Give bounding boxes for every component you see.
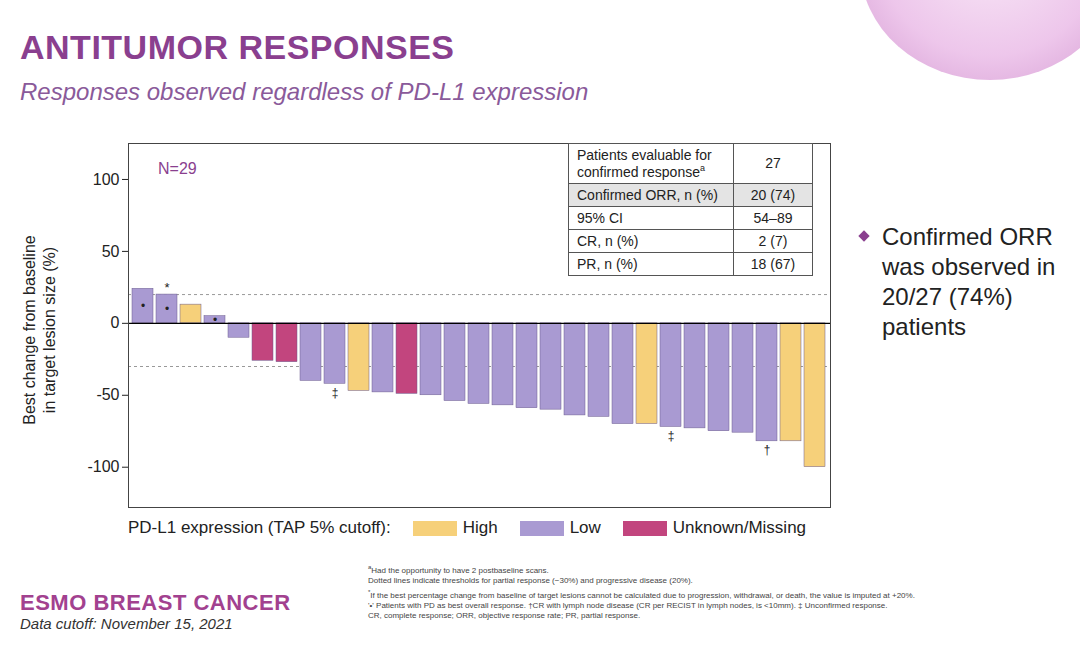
- svg-text:‡: ‡: [332, 386, 339, 400]
- html-text:Confirmed ORR, n (%): Confirmed ORR, n (%): [577, 186, 718, 203]
- svg-text:-50: -50: [96, 386, 119, 403]
- svg-text:-100: -100: [87, 458, 119, 475]
- html-text:Confirmed ORR was observed in: Confirmed ORR was observed in 20/27 (74%…: [882, 223, 1056, 340]
- html-text:PR, n (%): PR, n (%): [577, 255, 638, 272]
- html-text:Dotted lines indicate threshol: Dotted lines indicate thresholds for par…: [368, 576, 693, 586]
- html-text:27: 27: [765, 155, 781, 172]
- svg-text:•: •: [213, 313, 217, 327]
- html-text:High: High: [462, 518, 498, 537]
- html-text:Patients evaluable for confirm: Patients evaluable for confirmed respons…: [577, 147, 712, 180]
- svg-text:*: *: [164, 280, 169, 295]
- svg-text:0: 0: [111, 314, 120, 331]
- svg-text:•: •: [165, 302, 169, 316]
- html-text:aHad the opportunity to have 2: aHad the opportunity to have 2 postbasel…: [368, 564, 549, 575]
- html-text:ESMO BREAST CANCER: ESMO BREAST CANCER: [20, 590, 291, 615]
- html-text:95% CI: 95% CI: [577, 209, 623, 226]
- html-text:Responses observed regardless: Responses observed regardless of PD-L1 e…: [20, 78, 589, 105]
- html-text:54–89: 54–89: [753, 209, 793, 226]
- svg-text:‡: ‡: [668, 429, 675, 443]
- html-text:Best change from baseline: Best change from baseline: [21, 235, 38, 425]
- html-text:Low: Low: [569, 518, 601, 537]
- svg-text:100: 100: [93, 171, 120, 188]
- svg-text:50: 50: [102, 243, 120, 260]
- html-text:PD-L1 expression (TAP 5% cutof: PD-L1 expression (TAP 5% cutoff):: [128, 518, 391, 537]
- html-text:Data cutoff: November 15, 2021: Data cutoff: November 15, 2021: [20, 615, 233, 632]
- html-text:ANTITUMOR RESPONSES: ANTITUMOR RESPONSES: [20, 28, 455, 66]
- html-text:18 (67): 18 (67): [750, 255, 796, 272]
- html-text:20 (74): 20 (74): [750, 186, 796, 203]
- html-text:'•' Patients with PD as best o: '•' Patients with PD as best overall res…: [368, 600, 888, 610]
- html-text:CR, complete response; ORR, ob: CR, complete response; ORR, objective re…: [368, 611, 641, 621]
- html-text:2 (7): 2 (7): [758, 232, 788, 249]
- html-text:in target lesion size (%): in target lesion size (%): [41, 246, 58, 414]
- svg-text:†: †: [764, 443, 771, 457]
- html-text:Unknown/Missing: Unknown/Missing: [672, 518, 807, 537]
- html-text:N=29: N=29: [158, 160, 197, 177]
- html-text:CR, n (%): CR, n (%): [577, 232, 639, 249]
- svg-text:•: •: [141, 299, 145, 313]
- html-text:*If the best percentage change: *If the best percentage change from base…: [368, 588, 915, 600]
